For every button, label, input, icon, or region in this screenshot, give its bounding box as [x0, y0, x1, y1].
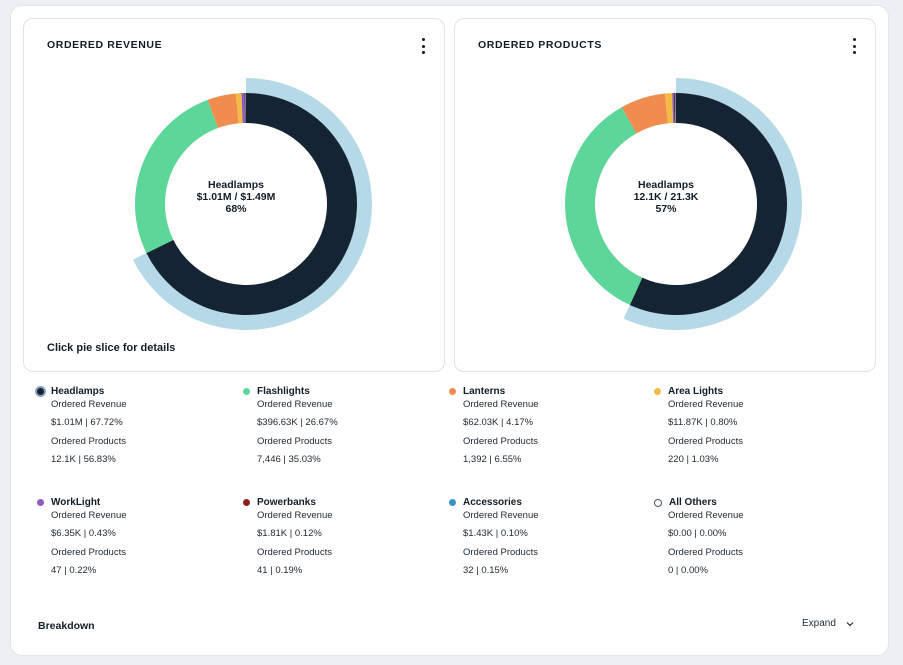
legend-item-flashlights[interactable]: Flashlights Ordered Revenue $396.63K | 2…	[243, 385, 443, 465]
revenue-value: $11.87K | 0.80%	[668, 417, 738, 428]
legend-item-all-others[interactable]: All Others Ordered Revenue $0.00 | 0.00%…	[654, 496, 854, 576]
legend-item-accessories[interactable]: Accessories Ordered Revenue $1.43K | 0.1…	[449, 496, 649, 576]
legend-item-area-lights[interactable]: Area Lights Ordered Revenue $11.87K | 0.…	[654, 385, 854, 465]
center-category: Headlamps	[637, 179, 695, 191]
revenue-label: Ordered Revenue	[463, 510, 539, 521]
legend-name: Headlamps	[51, 386, 105, 397]
legend-dot	[654, 388, 661, 395]
legend-dot	[243, 388, 250, 395]
dashboard-panel: ORDERED REVENUE Headlamps $1.01M / $1.49…	[10, 5, 889, 656]
products-label: Ordered Products	[51, 436, 126, 447]
products-value: 12.1K | 56.83%	[51, 454, 116, 465]
revenue-donut-chart[interactable]	[24, 19, 446, 373]
donut-center-label: Headlamps $1.01M / $1.49M 68%	[166, 179, 306, 215]
pie-hint-text: Click pie slice for details	[47, 342, 176, 354]
center-value: $1.01M / $1.49M	[196, 191, 276, 203]
legend-item-headlamps[interactable]: Headlamps Ordered Revenue $1.01M | 67.72…	[35, 385, 237, 465]
ordered-products-card: ORDERED PRODUCTS Headlamps 12.1K / 21.3K…	[454, 18, 876, 372]
products-value: 7,446 | 35.03%	[257, 454, 321, 465]
products-donut-chart[interactable]	[455, 19, 877, 373]
center-value: 12.1K / 21.3K	[633, 191, 699, 203]
pie-slice-powerbanks[interactable]	[244, 93, 246, 124]
products-value: 32 | 0.15%	[463, 565, 509, 576]
center-percent: 57%	[655, 203, 677, 215]
revenue-label: Ordered Revenue	[668, 510, 744, 521]
products-value: 220 | 1.03%	[668, 454, 719, 465]
breakdown-heading: Breakdown	[38, 620, 95, 632]
legend-name: Accessories	[463, 497, 522, 508]
legend-dot	[449, 388, 456, 395]
revenue-value: $1.01M | 67.72%	[51, 417, 123, 428]
pie-slice-worklight[interactable]	[672, 93, 675, 124]
products-label: Ordered Products	[51, 547, 126, 558]
revenue-label: Ordered Revenue	[51, 510, 127, 521]
pie-slice-accessories[interactable]	[674, 93, 676, 124]
legend-name: Lanterns	[463, 386, 506, 397]
products-label: Ordered Products	[463, 436, 538, 447]
more-options-icon[interactable]	[418, 38, 428, 54]
legend-name: Flashlights	[257, 386, 310, 397]
card-title: ORDERED REVENUE	[47, 39, 163, 51]
pie-slice-flashlights[interactable]	[135, 99, 218, 254]
pie-slice-lanterns[interactable]	[207, 93, 239, 128]
legend-dot	[37, 499, 44, 506]
products-value: 0 | 0.00%	[668, 565, 708, 576]
revenue-value: $0.00 | 0.00%	[668, 528, 727, 539]
more-options-icon[interactable]	[849, 38, 859, 54]
products-label: Ordered Products	[463, 547, 538, 558]
products-value: 41 | 0.19%	[257, 565, 303, 576]
products-value: 47 | 0.22%	[51, 565, 97, 576]
chevron-down-icon	[846, 621, 854, 626]
products-label: Ordered Products	[668, 547, 743, 558]
products-value: 1,392 | 6.55%	[463, 454, 522, 465]
products-label: Ordered Products	[257, 547, 332, 558]
ordered-revenue-card: ORDERED REVENUE Headlamps $1.01M / $1.49…	[23, 18, 445, 372]
center-percent: 68%	[225, 203, 247, 215]
expand-button[interactable]: Expand	[802, 618, 854, 629]
legend-item-worklight[interactable]: WorkLight Ordered Revenue $6.35K | 0.43%…	[37, 496, 237, 576]
legend-dot	[654, 498, 662, 507]
revenue-value: $6.35K | 0.43%	[51, 528, 116, 539]
revenue-value: $1.43K | 0.10%	[463, 528, 528, 539]
pie-slice-area-lights[interactable]	[664, 93, 674, 124]
legend-name: WorkLight	[51, 497, 101, 508]
legend-name: Area Lights	[668, 386, 724, 397]
legend-dot	[449, 499, 456, 506]
legend-dot	[35, 386, 46, 397]
revenue-label: Ordered Revenue	[257, 510, 333, 521]
donut-center-label: Headlamps 12.1K / 21.3K 57%	[596, 179, 736, 215]
products-label: Ordered Products	[668, 436, 743, 447]
pie-slice-lanterns[interactable]	[621, 93, 668, 134]
center-category: Headlamps	[207, 179, 265, 191]
products-label: Ordered Products	[257, 436, 332, 447]
revenue-label: Ordered Revenue	[668, 399, 744, 410]
legend-item-lanterns[interactable]: Lanterns Ordered Revenue $62.03K | 4.17%…	[449, 385, 649, 465]
pie-slice-headlamps[interactable]	[629, 93, 787, 315]
pie-slice-area-lights[interactable]	[235, 93, 243, 124]
pie-slice-accessories[interactable]	[245, 93, 246, 124]
revenue-label: Ordered Revenue	[463, 399, 539, 410]
legend-dot	[243, 499, 250, 506]
revenue-value: $62.03K | 4.17%	[463, 417, 534, 428]
legend-name: All Others	[669, 497, 717, 508]
legend-name: Powerbanks	[257, 497, 316, 508]
revenue-value: $396.63K | 26.67%	[257, 417, 338, 428]
pie-slice-worklight[interactable]	[241, 93, 245, 124]
card-title: ORDERED PRODUCTS	[478, 39, 602, 51]
revenue-label: Ordered Revenue	[51, 399, 127, 410]
revenue-value: $1.81K | 0.12%	[257, 528, 322, 539]
expand-label: Expand	[802, 618, 836, 629]
revenue-label: Ordered Revenue	[257, 399, 333, 410]
pie-slice-powerbanks[interactable]	[673, 93, 676, 124]
pie-slice-flashlights[interactable]	[565, 107, 643, 305]
legend-item-powerbanks[interactable]: Powerbanks Ordered Revenue $1.81K | 0.12…	[243, 496, 443, 576]
